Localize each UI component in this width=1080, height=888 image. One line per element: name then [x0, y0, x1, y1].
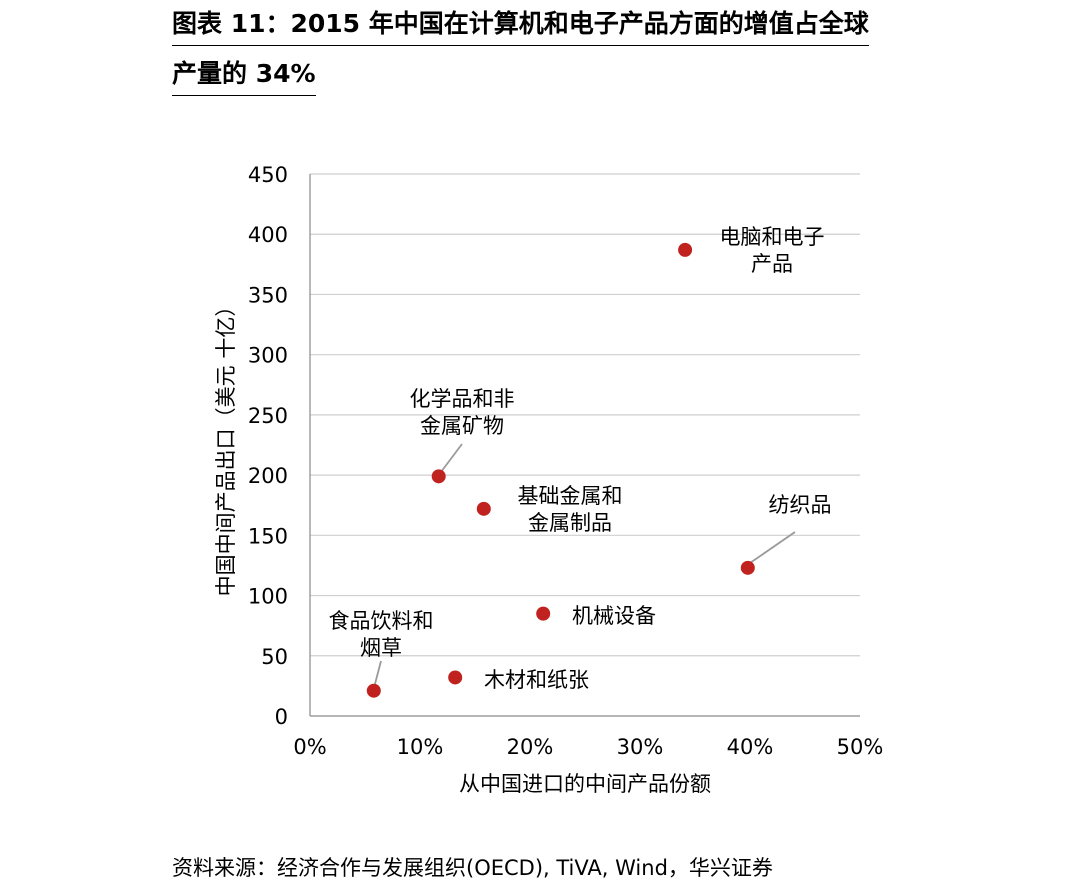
- x-tick-label: 20%: [507, 735, 554, 759]
- data-point: [678, 242, 693, 257]
- source-note: 资料来源：经济合作与发展组织(OECD), TiVA, Wind，华兴证券: [172, 856, 773, 880]
- x-tick-label: 30%: [617, 735, 664, 759]
- y-tick-label: 100: [248, 585, 288, 609]
- point-label: 机械设备: [572, 604, 656, 628]
- data-point: [536, 606, 551, 621]
- data-point: [448, 670, 463, 685]
- x-axis-label: 从中国进口的中间产品份额: [459, 772, 711, 796]
- y-tick-label: 150: [248, 524, 288, 548]
- data-point: [431, 469, 446, 484]
- point-label: 食品饮料和烟草: [329, 609, 434, 660]
- chart-title-line-1: 图表 11：2015 年中国在计算机和电子产品方面的增值占全球: [172, 6, 869, 46]
- point-label: 电脑和电子产品: [720, 225, 825, 276]
- x-tick-label: 0%: [293, 735, 326, 759]
- x-tick-label: 50%: [837, 735, 884, 759]
- leader-line: [749, 531, 796, 564]
- point-label: 化学品和非金属矿物: [410, 387, 515, 438]
- y-tick-label: 50: [261, 645, 288, 669]
- y-tick-label: 350: [248, 283, 288, 307]
- chart-title-line-2: 产量的 34%: [172, 56, 316, 96]
- y-tick-label: 450: [248, 163, 288, 187]
- point-label: 木材和纸张: [484, 668, 589, 692]
- y-tick-label: 0: [275, 705, 288, 729]
- data-point: [740, 560, 755, 575]
- point-label: 基础金属和金属制品: [518, 484, 623, 535]
- axes: 0 50 100 150 200 250 300 350 400 450 0% 10% 20% 30% 40…: [248, 163, 883, 759]
- data-points: [366, 242, 755, 698]
- y-tick-label: 200: [248, 464, 288, 488]
- x-tick-label: 40%: [727, 735, 774, 759]
- leader-line: [440, 443, 463, 473]
- y-axis-label: 中国中间产品出口（美元 十亿）: [214, 296, 238, 597]
- y-tick-label: 400: [248, 223, 288, 247]
- gridlines: [310, 173, 860, 657]
- data-point: [366, 683, 381, 698]
- y-tick-label: 300: [248, 344, 288, 368]
- leader-lines: [374, 443, 796, 685]
- data-point: [476, 501, 491, 516]
- x-tick-label: 10%: [397, 735, 444, 759]
- leader-line: [374, 660, 382, 685]
- y-tick-label: 250: [248, 404, 288, 428]
- chart-title: 图表 11：2015 年中国在计算机和电子产品方面的增值占全球 产量的 34%: [172, 6, 932, 106]
- point-label: 纺织品: [769, 493, 832, 517]
